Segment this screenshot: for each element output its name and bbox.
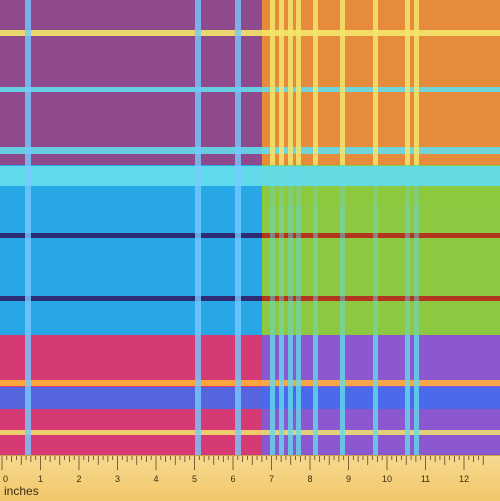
vertical-cyan-stripe xyxy=(373,335,378,455)
ruler-unit-label: inches xyxy=(4,484,39,498)
ruler-number: 12 xyxy=(459,474,469,484)
horizontal-cyan-stripe xyxy=(0,147,500,154)
vertical-cyan-stripe xyxy=(270,335,275,455)
ruler-number: 7 xyxy=(269,474,274,484)
vertical-yellow-stripe xyxy=(414,0,419,165)
vertical-cyan-stripe xyxy=(405,335,410,455)
ruler-number: 4 xyxy=(153,474,158,484)
ruler-number: 8 xyxy=(307,474,312,484)
vertical-cyan-stripe xyxy=(270,165,275,335)
vertical-yellow-stripe xyxy=(313,0,318,165)
vertical-yellow-stripe xyxy=(373,0,378,165)
vertical-cyan-stripe xyxy=(405,165,410,335)
vertical-light-blue-stripe xyxy=(195,0,201,455)
horizontal-navy-stripe xyxy=(0,233,262,238)
vertical-cyan-stripe xyxy=(288,165,293,335)
ruler-number: 0 xyxy=(3,474,8,484)
ruler-number: 1 xyxy=(38,474,43,484)
vertical-yellow-stripe xyxy=(270,0,275,165)
horizontal-blue-band xyxy=(0,387,500,409)
horizontal-cyan-stripe xyxy=(0,87,500,92)
ruler-number: 11 xyxy=(421,474,430,484)
vertical-cyan-stripe xyxy=(373,165,378,335)
vertical-cyan-stripe xyxy=(296,165,301,335)
ruler-ticks: 0 1 2 3 4 5 6 7 8 9 10 11 12 xyxy=(1,456,484,484)
ruler-number: 9 xyxy=(346,474,351,484)
horizontal-yellow-stripe xyxy=(0,30,500,36)
measuring-ruler: 0 1 2 3 4 5 6 7 8 9 10 11 12 inches xyxy=(0,455,500,501)
vertical-yellow-stripe xyxy=(405,0,410,165)
horizontal-navy-stripe xyxy=(0,296,262,301)
vertical-cyan-stripe xyxy=(313,335,318,455)
green-block xyxy=(262,165,500,335)
ruler-number: 2 xyxy=(76,474,81,484)
horizontal-yellow-stripe xyxy=(0,430,500,435)
vertical-cyan-stripe xyxy=(414,165,419,335)
vertical-cyan-stripe xyxy=(279,165,284,335)
vertical-cyan-stripe xyxy=(313,165,318,335)
vertical-yellow-stripe xyxy=(279,0,284,165)
horizontal-red-stripe xyxy=(262,233,500,238)
horizontal-red-stripe xyxy=(262,296,500,301)
vertical-cyan-stripe xyxy=(340,335,345,455)
ruler-number: 10 xyxy=(382,474,392,484)
vertical-light-blue-stripe xyxy=(25,0,31,455)
vertical-cyan-stripe xyxy=(288,335,293,455)
vertical-yellow-stripe xyxy=(296,0,301,165)
blue-block xyxy=(0,165,262,335)
vertical-cyan-stripe xyxy=(296,335,301,455)
ruler-number: 5 xyxy=(192,474,197,484)
purple-block xyxy=(0,0,262,165)
vertical-cyan-stripe xyxy=(340,165,345,335)
ruler-number: 6 xyxy=(230,474,235,484)
horizontal-cyan-band xyxy=(0,166,500,186)
orange-block xyxy=(262,0,500,165)
vertical-yellow-stripe xyxy=(288,0,293,165)
ruler-number: 3 xyxy=(115,474,120,484)
vertical-light-blue-stripe xyxy=(235,0,241,455)
vertical-cyan-stripe xyxy=(414,335,419,455)
vertical-yellow-stripe xyxy=(340,0,345,165)
green-overlap xyxy=(262,186,500,206)
horizontal-orange-stripe xyxy=(0,380,500,386)
vertical-cyan-stripe xyxy=(279,335,284,455)
